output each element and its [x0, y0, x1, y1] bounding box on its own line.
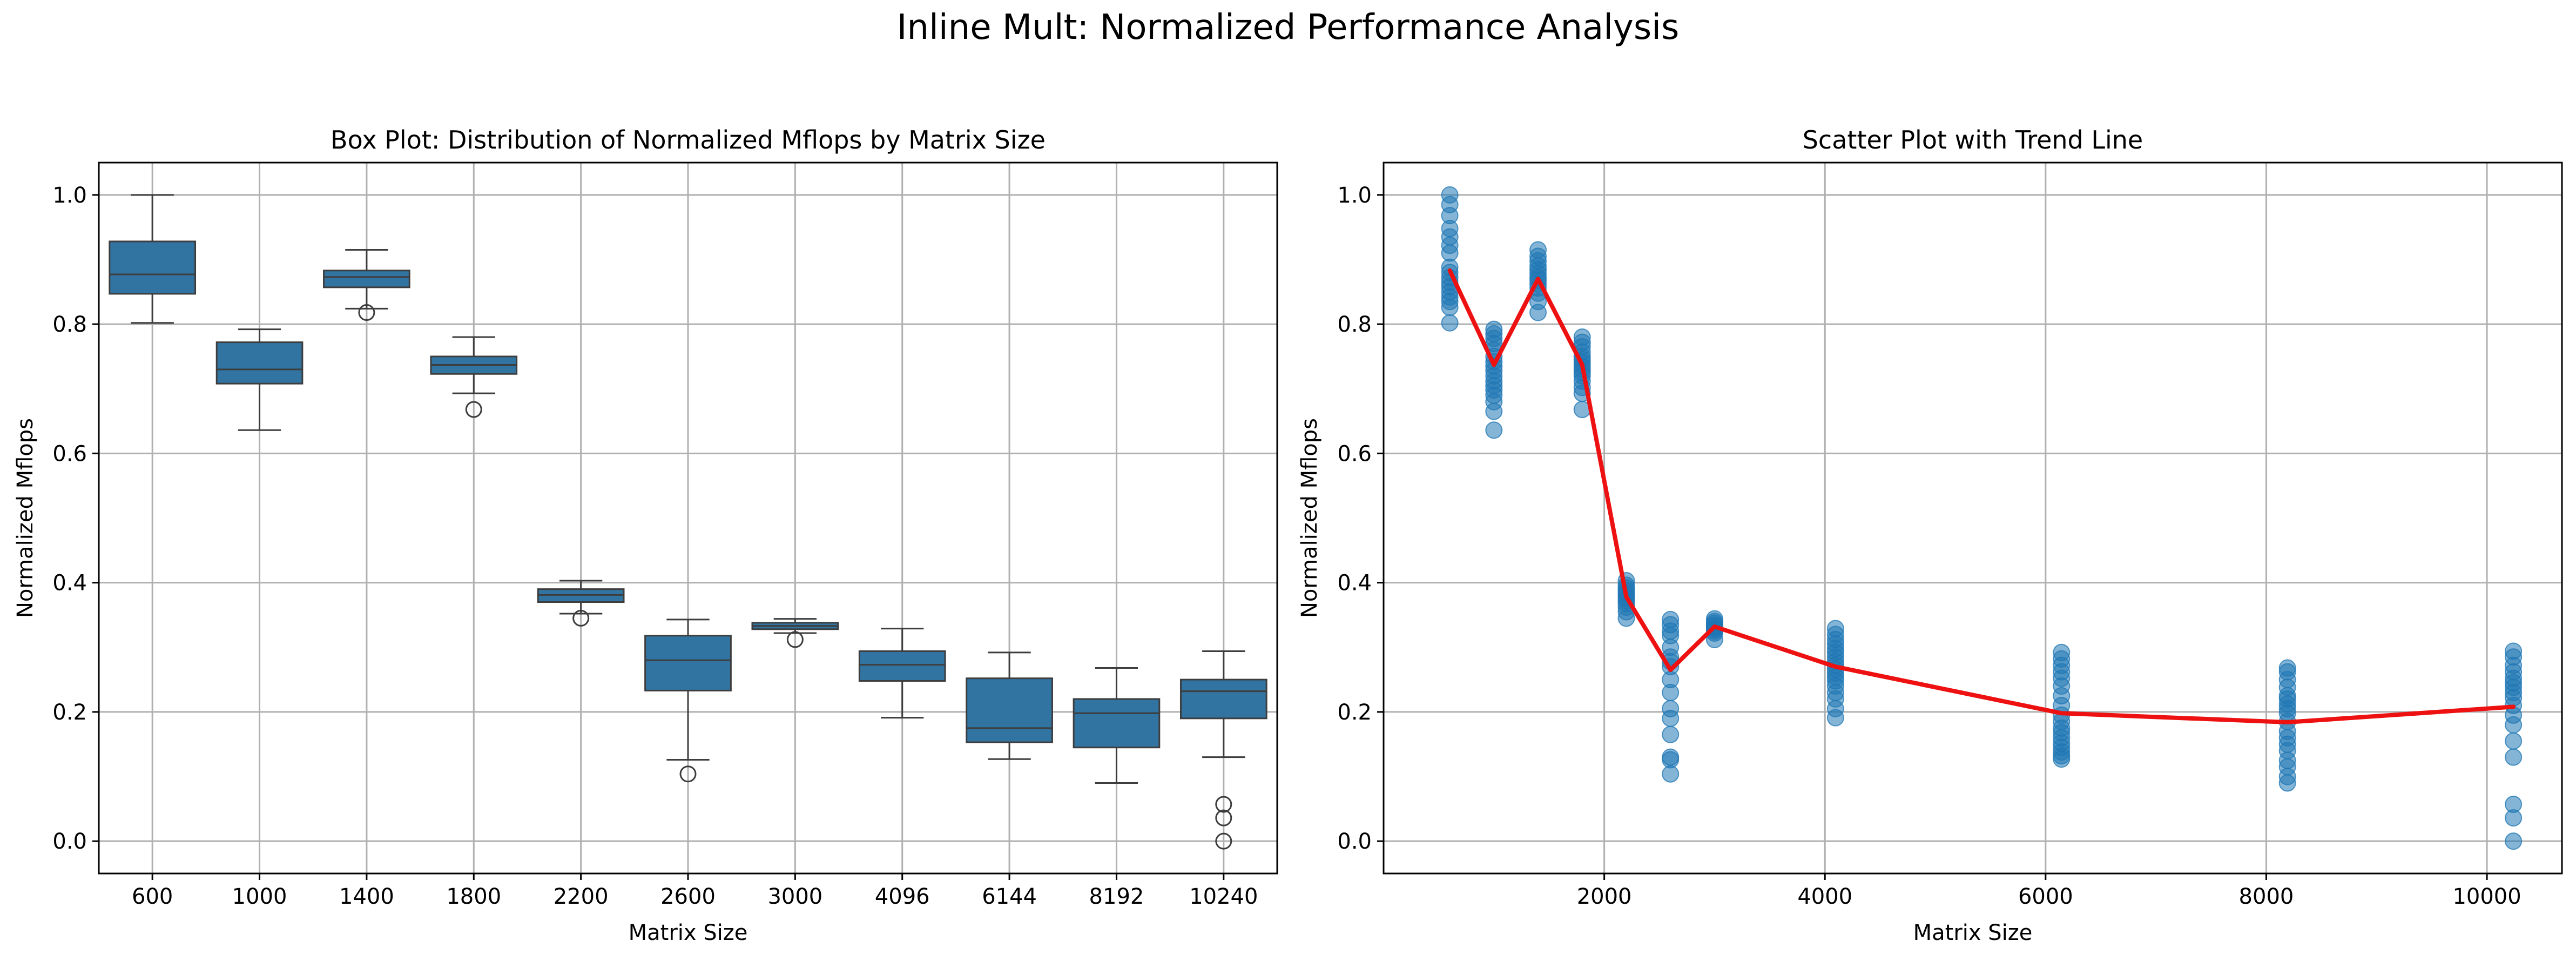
box-outlier-point — [1215, 796, 1232, 813]
box-outlier-point — [786, 631, 804, 648]
box-plot-xtick-label: 6144 — [982, 884, 1037, 909]
box-plot-xtick-label: 8192 — [1089, 884, 1144, 909]
box-2600 — [644, 619, 732, 783]
box-outlier-point — [358, 304, 375, 321]
box-1800 — [430, 336, 518, 418]
box-8192 — [1073, 667, 1161, 784]
scatter-point — [2505, 809, 2523, 827]
box-outlier-point — [572, 609, 590, 627]
scatter-plot-ytick-label: 0.4 — [1337, 571, 1372, 596]
scatter-point — [2053, 750, 2071, 768]
scatter-plot-xtick-label: 10000 — [2452, 884, 2521, 909]
box-plot-ytick-label: 0.2 — [52, 700, 87, 725]
box-iqr-rect — [858, 650, 946, 682]
scatter-point — [2505, 716, 2523, 734]
box-iqr-rect — [644, 635, 732, 691]
box-plot-grid — [99, 163, 1277, 873]
scatter-plot-ylabel: Normalized Mflops — [1297, 418, 1322, 618]
scatter-plot-ytick-label: 0.0 — [1337, 829, 1372, 854]
box-plot-title: Box Plot: Distribution of Normalized Mfl… — [331, 125, 1046, 154]
box-iqr-rect — [1073, 698, 1161, 749]
box-plot-ytick-label: 0.6 — [52, 441, 87, 466]
box-outlier-point — [465, 401, 482, 418]
scatter-plot-marks — [1441, 186, 2523, 850]
box-plot-ytick-label: 0.0 — [52, 829, 87, 854]
box-iqr-rect — [966, 677, 1053, 743]
box-10240 — [1179, 650, 1267, 850]
box-plot-ytick-label: 0.8 — [52, 312, 87, 337]
scatter-point — [1662, 725, 1680, 743]
scatter-point — [1662, 765, 1680, 783]
box-plot-ticks: 0.0 0.2 0.4 0.6 0.8 1.0 600 1000 1400 1800 2200 260… — [52, 183, 1258, 909]
scatter-plot-ytick-label: 0.2 — [1337, 700, 1372, 725]
box-6144 — [966, 651, 1053, 760]
box-plot-xtick-label: 2600 — [660, 884, 716, 909]
box-plot-xtick-label: 2200 — [554, 884, 609, 909]
box-outlier-point — [679, 765, 697, 783]
box-iqr-rect — [323, 270, 410, 288]
box-outlier-point — [1215, 809, 1232, 826]
scatter-plot-ytick-label: 0.8 — [1337, 312, 1372, 337]
scatter-point — [1826, 709, 1844, 727]
scatter-plot-xtick-label: 4000 — [1797, 884, 1852, 909]
figure-title: Inline Mult: Normalized Performance Anal… — [897, 8, 1680, 48]
box-plot-xtick-label: 4096 — [875, 884, 930, 909]
box-plot-xtick-label: 10240 — [1189, 884, 1258, 909]
trend-line — [1447, 268, 2516, 725]
scatter-point — [2505, 748, 2523, 766]
scatter-plot-xtick-label: 8000 — [2239, 884, 2294, 909]
scatter-point — [1441, 314, 1459, 332]
scatter-plot-ytick-label: 1.0 — [1337, 183, 1372, 208]
scatter-plot-ticks: 0.0 0.2 0.4 0.6 0.8 1.0 2000 4000 6000 8000 10000 — [1337, 183, 2521, 909]
box-plot-xtick-label: 3000 — [767, 884, 822, 909]
scatter-point — [2505, 832, 2523, 850]
box-plot-ylabel: Normalized Mflops — [13, 418, 38, 618]
scatter-point — [2505, 732, 2523, 750]
box-plot-xlabel: Matrix Size — [629, 920, 748, 945]
box-plot-xtick-label: 600 — [132, 884, 173, 909]
box-plot-marks — [109, 194, 1267, 850]
scatter-point — [1705, 630, 1723, 648]
scatter-point — [1617, 609, 1635, 627]
scatter-plot-xtick-label: 6000 — [2018, 884, 2073, 909]
box-plot-ytick-label: 0.4 — [52, 571, 87, 596]
box-iqr-rect — [1179, 678, 1267, 720]
scatter-plot-frame — [1383, 162, 2563, 875]
scatter-point — [1662, 684, 1680, 702]
scatter-point — [2278, 774, 2296, 792]
scatter-point — [1529, 304, 1547, 321]
box-2200 — [537, 580, 625, 627]
box-1000 — [215, 328, 304, 431]
box-1400 — [323, 249, 410, 321]
box-600 — [109, 194, 197, 324]
scatter-plot-title: Scatter Plot with Trend Line — [1803, 125, 2143, 154]
box-plot-xtick-label: 1800 — [446, 884, 501, 909]
scatter-point — [1485, 402, 1503, 420]
scatter-point — [1662, 709, 1680, 727]
box-3000 — [751, 618, 839, 648]
scatter-point — [1485, 421, 1503, 439]
box-iqr-rect — [215, 341, 304, 385]
scatter-point — [1441, 298, 1459, 316]
box-outlier-point — [1215, 832, 1232, 850]
box-iqr-rect — [109, 240, 197, 295]
scatter-plot-xlabel: Matrix Size — [1913, 920, 2033, 945]
scatter-plot-xtick-label: 2000 — [1577, 884, 1632, 909]
scatter-plot-ytick-label: 0.6 — [1337, 441, 1372, 466]
box-plot-panel: 0.0 0.2 0.4 0.6 0.8 1.0 600 1000 1400 1800 2200 260… — [13, 125, 1278, 945]
box-plot-xtick-label: 1000 — [232, 884, 287, 909]
box-4096 — [858, 628, 946, 719]
box-plot-ytick-label: 1.0 — [52, 183, 87, 208]
scatter-plot-grid — [1384, 163, 2562, 873]
box-plot-xtick-label: 1400 — [339, 884, 394, 909]
